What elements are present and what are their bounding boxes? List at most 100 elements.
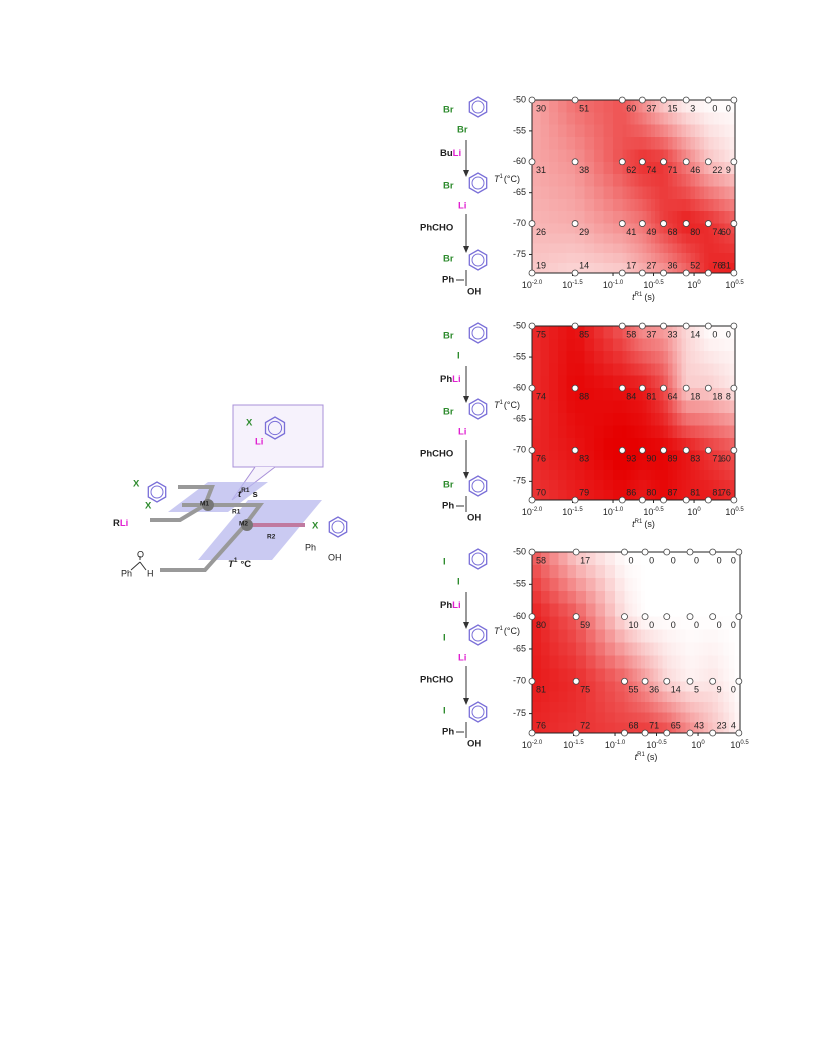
contour-cell (595, 691, 606, 703)
arrow-head (463, 698, 469, 705)
contour-cell (699, 668, 705, 682)
grid-point (618, 446, 626, 454)
value-label: 64 (668, 392, 678, 402)
contour-cell (719, 400, 725, 414)
contour-cell (650, 363, 656, 377)
contour-cell (585, 642, 597, 657)
contour-cell (549, 326, 559, 340)
contour-cell (650, 400, 656, 414)
value-label: 31 (536, 165, 546, 175)
contour-cell (650, 326, 656, 340)
contour-cell (634, 388, 639, 402)
contour-cell (713, 243, 720, 254)
grid-point (528, 548, 536, 556)
contour-cell (540, 137, 550, 151)
contour-cell (584, 263, 595, 274)
contour-cell (532, 350, 542, 364)
contour-cell (677, 326, 683, 340)
value-label: 88 (579, 392, 589, 402)
grid-point (641, 729, 649, 737)
contour-cell (695, 350, 701, 364)
contour-cell (708, 470, 715, 481)
contour-cell (666, 629, 673, 644)
contour-cell (558, 681, 568, 693)
contour-cell (612, 137, 623, 151)
contour-cell (699, 629, 705, 644)
contour-cell (638, 112, 643, 126)
grid-point (618, 158, 626, 166)
benzene-inner (331, 520, 345, 534)
contour-cell (549, 375, 559, 389)
contour-cell (612, 112, 623, 126)
contour-cell (645, 577, 651, 592)
contour-cell (708, 437, 715, 451)
contour-cell (672, 100, 678, 113)
contour-cell (575, 186, 586, 200)
contour-cell (659, 186, 665, 200)
contour-cell (638, 137, 643, 151)
contour-cell (557, 480, 568, 491)
contour-cell (540, 450, 550, 461)
contour-cell (713, 263, 720, 274)
contour-cell (593, 490, 604, 501)
mixer-label: M2 (239, 521, 248, 528)
benzene-inner (471, 253, 485, 267)
contour-cell (624, 691, 630, 703)
contour-cell (708, 198, 715, 212)
contour-cell (668, 437, 674, 451)
contour-cell (713, 326, 720, 340)
time-t: t (238, 489, 242, 500)
contour-cell (634, 490, 639, 501)
substituent: X (312, 521, 319, 532)
contour-cell (681, 460, 687, 471)
value-label: 3 (690, 103, 695, 113)
x-label-main: t (632, 519, 635, 529)
contour-cell (622, 480, 627, 491)
grid-point (571, 496, 579, 504)
contour-cell (557, 198, 568, 212)
value-label: 81 (646, 392, 656, 402)
contour-cell (672, 174, 678, 188)
contour-cell (719, 350, 725, 364)
contour-cell (699, 655, 705, 669)
value-label: 14 (671, 685, 681, 695)
contour-cell (719, 198, 725, 212)
contour-cell (634, 450, 639, 461)
contour-cell (645, 655, 651, 669)
contour-cell (638, 263, 643, 274)
contour-cell (729, 691, 736, 703)
x-label-unit: (s) (644, 292, 655, 302)
contour-cell (593, 223, 604, 235)
contour-cell (626, 149, 631, 163)
benzene-inner (471, 100, 485, 114)
contour-cell (558, 590, 568, 605)
contour-cell (557, 413, 568, 427)
x-tick-exponent: 0.5 (735, 507, 744, 513)
contour-cell (603, 112, 614, 126)
contour-cell (708, 413, 715, 427)
contour-cell (695, 388, 701, 402)
contour-cell (695, 450, 701, 461)
grid-point (730, 322, 738, 330)
contour-cell (632, 616, 638, 631)
x-tick-base: 10 (603, 280, 613, 290)
contour-cell (628, 701, 634, 713)
contour-cell (650, 480, 656, 491)
contour-cell (686, 363, 692, 377)
value-label: 79 (579, 487, 589, 497)
contour-cell (646, 161, 652, 175)
contour-cell (708, 375, 715, 389)
contour-cell (630, 460, 635, 471)
contour-cell (630, 388, 635, 402)
contour-cell (632, 642, 638, 657)
x-tick-base: 10 (730, 740, 740, 750)
contour-cell (567, 655, 577, 669)
contour-cell (694, 681, 700, 693)
x-tick-base: 10 (687, 507, 697, 517)
contour-cell (680, 642, 686, 657)
contour-cell (677, 490, 683, 501)
contour-cell (668, 388, 674, 402)
contour-cell (699, 400, 705, 414)
contour-cell (690, 413, 696, 427)
contour-cell (612, 174, 623, 188)
